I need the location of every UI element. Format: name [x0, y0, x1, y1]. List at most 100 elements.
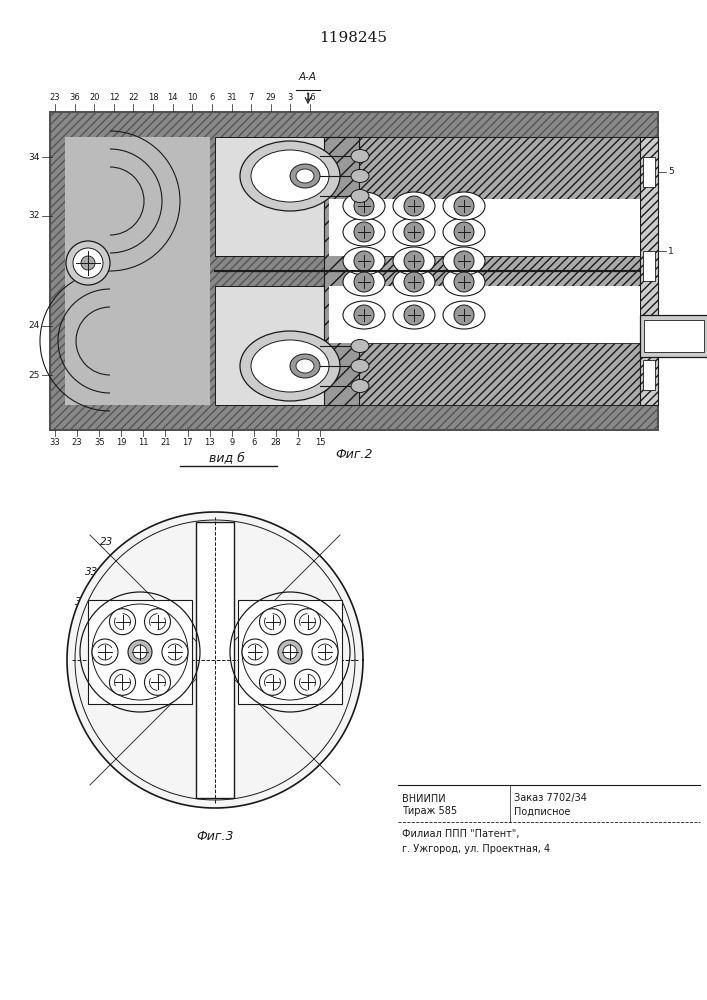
Circle shape [73, 248, 103, 278]
Text: 21: 21 [160, 438, 170, 447]
Text: Фиг.3: Фиг.3 [197, 830, 234, 843]
Text: 3: 3 [288, 93, 293, 102]
Text: 6: 6 [251, 438, 257, 447]
Text: 34: 34 [303, 567, 317, 577]
Circle shape [354, 196, 374, 216]
Circle shape [110, 669, 136, 695]
Text: Заказ 7702/34: Заказ 7702/34 [514, 794, 587, 804]
Polygon shape [67, 512, 363, 808]
Bar [329, 199, 640, 256]
Ellipse shape [443, 268, 485, 296]
Circle shape [278, 640, 302, 664]
Text: 20: 20 [89, 93, 100, 102]
Text: вид б: вид б [209, 451, 245, 464]
Circle shape [404, 196, 424, 216]
Bar [238, 600, 342, 704]
Circle shape [454, 196, 474, 216]
Text: 13: 13 [204, 438, 215, 447]
Circle shape [259, 669, 286, 695]
Text: 4: 4 [668, 332, 674, 340]
Bar [196, 522, 234, 798]
Text: 12: 12 [109, 93, 119, 102]
Ellipse shape [351, 360, 369, 372]
Circle shape [128, 640, 152, 664]
Text: 1198245: 1198245 [319, 31, 387, 45]
Ellipse shape [240, 141, 340, 211]
Bar [329, 256, 640, 286]
Circle shape [144, 669, 170, 695]
Text: 15: 15 [315, 438, 325, 447]
Circle shape [133, 645, 147, 659]
Ellipse shape [393, 247, 435, 275]
Text: 36: 36 [327, 603, 339, 613]
Ellipse shape [393, 218, 435, 246]
Text: 25: 25 [28, 370, 40, 379]
Bar [88, 600, 192, 704]
Circle shape [312, 639, 338, 665]
Ellipse shape [240, 331, 340, 401]
Text: 17: 17 [182, 438, 193, 447]
Ellipse shape [351, 379, 369, 392]
Text: 35: 35 [76, 597, 88, 607]
Ellipse shape [251, 340, 329, 392]
Bar [644, 320, 704, 352]
Bar [324, 137, 359, 405]
Circle shape [81, 256, 95, 270]
Text: 7: 7 [248, 93, 254, 102]
Text: 33: 33 [86, 567, 98, 577]
Text: 31: 31 [226, 93, 237, 102]
Ellipse shape [343, 268, 385, 296]
Ellipse shape [343, 192, 385, 220]
Circle shape [354, 305, 374, 325]
Text: 22: 22 [128, 93, 139, 102]
Bar [329, 286, 640, 343]
Ellipse shape [443, 247, 485, 275]
Circle shape [454, 222, 474, 242]
Circle shape [295, 669, 320, 695]
Text: 1: 1 [668, 246, 674, 255]
Circle shape [454, 251, 474, 271]
Ellipse shape [296, 169, 314, 183]
Text: 14: 14 [168, 93, 178, 102]
Text: 28: 28 [271, 438, 281, 447]
Circle shape [354, 222, 374, 242]
Text: 9: 9 [229, 438, 234, 447]
Bar [329, 137, 640, 405]
Text: 34: 34 [28, 152, 40, 161]
Circle shape [92, 639, 118, 665]
Text: 33: 33 [49, 438, 60, 447]
Ellipse shape [443, 218, 485, 246]
Text: 18: 18 [148, 93, 158, 102]
Text: 23: 23 [100, 537, 114, 547]
Ellipse shape [351, 340, 369, 353]
Bar [50, 112, 658, 430]
Bar [643, 360, 655, 390]
Ellipse shape [351, 190, 369, 202]
Bar [329, 343, 640, 405]
Ellipse shape [290, 164, 320, 188]
Circle shape [404, 305, 424, 325]
Circle shape [404, 272, 424, 292]
Ellipse shape [296, 359, 314, 373]
Circle shape [454, 305, 474, 325]
Ellipse shape [251, 150, 329, 202]
Circle shape [242, 639, 268, 665]
Circle shape [162, 639, 188, 665]
Ellipse shape [343, 301, 385, 329]
Text: A-A: A-A [299, 72, 317, 82]
Circle shape [295, 609, 320, 635]
Text: г. Ужгород, ул. Проектная, 4: г. Ужгород, ул. Проектная, 4 [402, 844, 550, 854]
Bar [215, 137, 324, 256]
Circle shape [66, 241, 110, 285]
Circle shape [354, 272, 374, 292]
Bar [640, 137, 658, 405]
Text: Филиал ППП "Патент",: Филиал ППП "Патент", [402, 829, 520, 839]
Bar [50, 112, 658, 430]
Text: 19: 19 [116, 438, 127, 447]
Circle shape [354, 251, 374, 271]
Text: 2: 2 [296, 438, 300, 447]
Text: 35: 35 [94, 438, 105, 447]
Bar [329, 137, 640, 199]
Ellipse shape [393, 192, 435, 220]
Text: 23: 23 [72, 438, 83, 447]
